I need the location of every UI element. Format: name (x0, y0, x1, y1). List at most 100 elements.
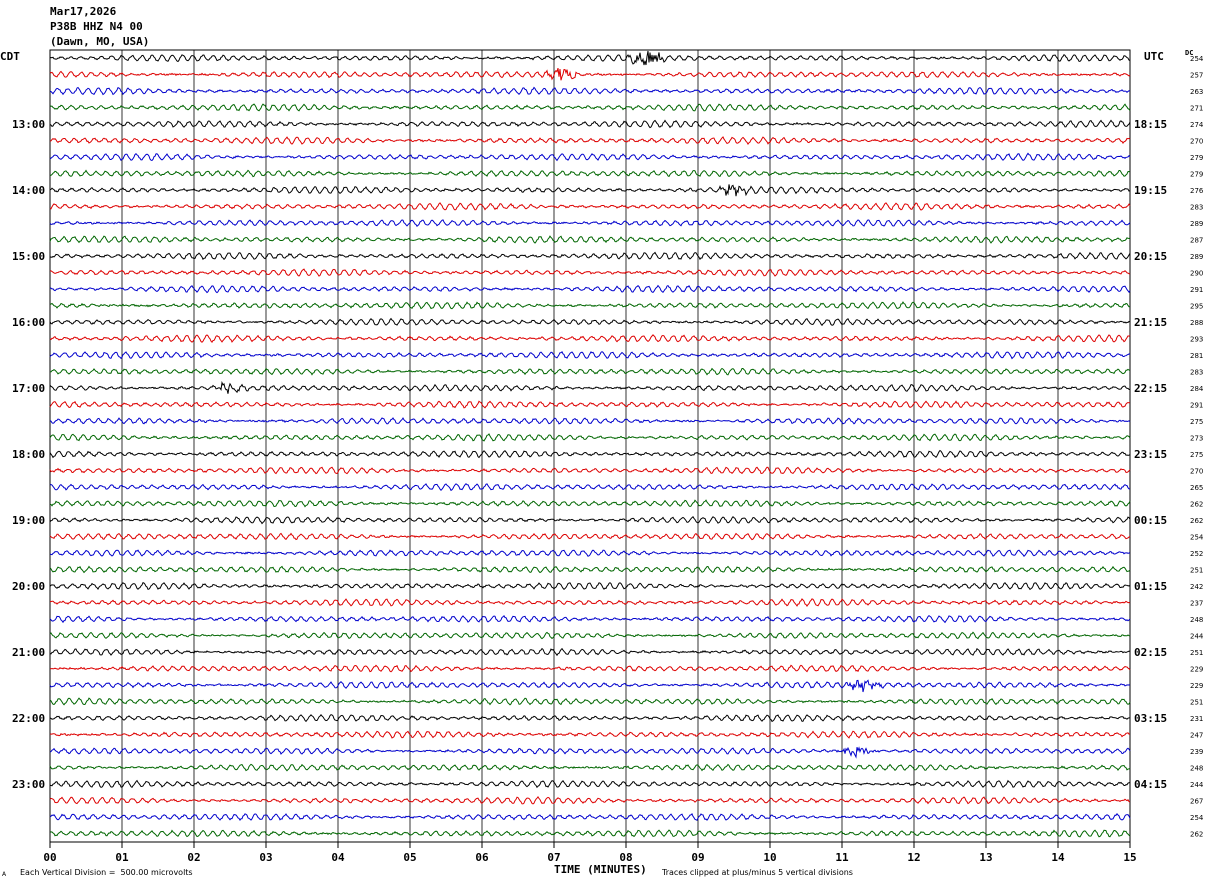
dc-offset-label: 270 (1190, 468, 1203, 476)
right-hour-label: 20:15 (1134, 250, 1167, 263)
dc-offset-label: 262 (1190, 501, 1203, 509)
left-hour-label: 21:00 (12, 646, 45, 659)
trace-row-37 (49, 664, 1131, 673)
trace-row-7 (49, 169, 1131, 178)
right-hour-label: 21:15 (1134, 316, 1167, 329)
right-hour-label: 23:15 (1134, 448, 1167, 461)
dc-offset-label: 254 (1190, 534, 1204, 542)
trace-row-31 (49, 565, 1131, 574)
dc-label: DC (1185, 49, 1194, 57)
dc-offset-label: 265 (1190, 484, 1203, 492)
x-tick-label: 05 (403, 851, 416, 864)
left-hour-label: 23:00 (12, 778, 45, 791)
dc-offset-label: 283 (1190, 369, 1203, 377)
dc-offset-label: 275 (1190, 418, 1203, 426)
dc-offset-label: 251 (1190, 567, 1203, 575)
x-tick-label: 12 (907, 851, 920, 864)
right-hour-label: 19:15 (1134, 184, 1167, 197)
trace-row-42 (49, 746, 1131, 759)
trace-row-38 (49, 679, 1131, 693)
trace-row-30 (49, 549, 1131, 557)
dc-offset-label: 247 (1190, 732, 1203, 740)
trace-row-10 (49, 219, 1131, 227)
right-hour-label: 01:15 (1134, 580, 1167, 593)
trace-row-6 (49, 152, 1131, 162)
right-hour-label: 22:15 (1134, 382, 1167, 395)
dc-offset-label: 257 (1190, 72, 1203, 80)
right-timezone-label: UTC (1144, 50, 1164, 63)
dc-offset-label: 293 (1190, 336, 1203, 344)
trace-row-9 (49, 202, 1131, 211)
dc-offset-label: 291 (1190, 402, 1203, 410)
left-hour-label: 17:00 (12, 382, 45, 395)
left-hour-label: 15:00 (12, 250, 45, 263)
header-station: P38B HHZ N4 00 (50, 20, 143, 33)
x-tick-label: 00 (43, 851, 56, 864)
hour-labels: 13:00 14:00 15:00 16:00 17:00 18:00 19:00 20:00… (12, 118, 1167, 791)
trace-row-13 (49, 268, 1131, 277)
left-hour-label: 16:00 (12, 316, 45, 329)
trace-row-15 (50, 301, 1130, 310)
trace-row-32 (49, 582, 1131, 591)
x-tick-label: 14 (1051, 851, 1065, 864)
trace-row-25 (49, 466, 1131, 475)
dc-offset-label: 244 (1190, 781, 1204, 789)
dc-offset-label: 251 (1190, 649, 1203, 657)
right-hour-label: 04:15 (1134, 778, 1167, 791)
trace-row-24 (49, 449, 1131, 459)
dc-offset-label: 254 (1190, 814, 1204, 822)
trace-row-39 (49, 697, 1131, 706)
x-tick-label: 13 (979, 851, 992, 864)
left-hour-label: 20:00 (12, 580, 45, 593)
x-tick-label: 02 (187, 851, 200, 864)
trace-row-29 (49, 532, 1131, 541)
dc-offset-label: 262 (1190, 517, 1203, 525)
dc-offset-label: 279 (1190, 154, 1203, 162)
dc-offset-label: 276 (1190, 187, 1204, 195)
trace-row-18 (49, 350, 1131, 360)
scale-note: Each Vertical Division = 500.00 microvol… (20, 868, 193, 877)
trace-row-26 (49, 482, 1130, 492)
trace-row-11 (49, 235, 1131, 244)
trace-row-40 (49, 714, 1130, 723)
dc-offset-label: 275 (1190, 451, 1203, 459)
dc-offset-label: 267 (1190, 798, 1203, 806)
dc-offset-label: 270 (1190, 138, 1203, 146)
trace-row-28 (49, 515, 1131, 525)
trace-row-21 (49, 400, 1131, 409)
trace-row-35 (49, 631, 1131, 640)
right-hour-label: 03:15 (1134, 712, 1167, 725)
header-location: (Dawn, MO, USA) (50, 35, 150, 48)
x-axis: 00 01 02 03 04 05 06 07 08 09 10 11 12 13 14 15 (43, 842, 1137, 864)
x-tick-label: 08 (619, 851, 632, 864)
clip-note: Traces clipped at plus/minus 5 vertical … (662, 868, 853, 877)
trace-row-34 (49, 614, 1131, 624)
trace-row-23 (49, 433, 1131, 442)
left-hour-label: 18:00 (12, 448, 45, 461)
x-tick-label: 01 (115, 851, 129, 864)
x-tick-label: 06 (475, 851, 489, 864)
trace-row-14 (49, 284, 1131, 294)
trace-row-22 (49, 417, 1131, 425)
dc-offset-label: 289 (1190, 253, 1203, 261)
dc-offset-label: 252 (1190, 550, 1203, 558)
trace-row-4 (49, 119, 1131, 129)
grid-lines (49, 49, 1131, 843)
left-hour-label: 22:00 (12, 712, 45, 725)
left-hour-label: 13:00 (12, 118, 45, 131)
trace-row-47 (49, 829, 1131, 838)
trace-row-19 (49, 367, 1131, 376)
trace-row-3 (49, 103, 1131, 112)
dc-offset-label: 291 (1190, 286, 1203, 294)
dc-offset-label: 231 (1190, 715, 1203, 723)
dc-offset-label: 279 (1190, 171, 1203, 179)
dc-offset-label: 254 (1190, 55, 1204, 63)
dc-offset-label: 229 (1190, 682, 1203, 690)
dc-offset-label: 271 (1190, 105, 1203, 113)
dc-offset-label: 244 (1190, 633, 1204, 641)
x-tick-label: 10 (763, 851, 776, 864)
trace-row-20 (49, 380, 1131, 394)
dc-offset-label: 289 (1190, 220, 1203, 228)
dc-offset-label: 288 (1190, 319, 1203, 327)
